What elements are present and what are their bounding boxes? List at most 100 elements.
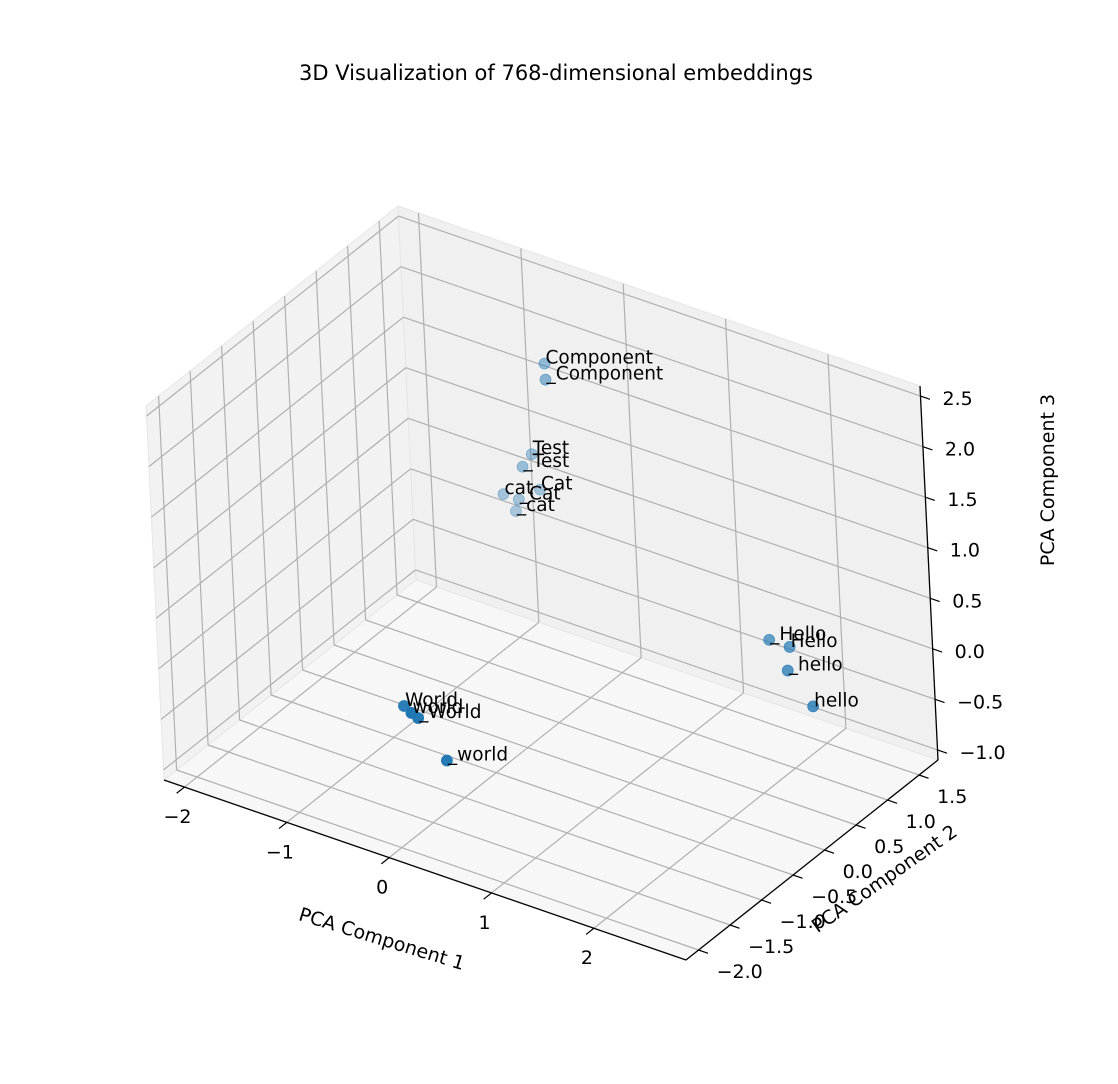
grid-z-side [148, 266, 402, 468]
grid-lines [146, 213, 938, 951]
z-axis-label: PCA Component 3 [1037, 394, 1059, 566]
data-point [512, 493, 525, 506]
point-label: cat [504, 478, 533, 499]
grid-x-floor [184, 586, 437, 788]
point-label: hello [814, 690, 859, 711]
data-points [398, 357, 820, 767]
y-tick [855, 824, 866, 829]
grid-x-floor [593, 727, 847, 929]
grid-z-side [150, 316, 404, 518]
grid-y-wall [158, 395, 178, 771]
y-tick-label: −0.5 [811, 886, 857, 908]
y-tick [918, 774, 929, 779]
grid-x-floor [388, 657, 642, 859]
axes-panes [145, 205, 940, 961]
y-tick-label: −1.5 [748, 936, 794, 958]
data-point [807, 700, 820, 713]
x-tick [483, 892, 492, 900]
y-tick-label: 1.0 [906, 811, 936, 833]
z-tick [934, 698, 945, 704]
z-tick [925, 496, 936, 502]
x-tick-label: 2 [581, 947, 593, 969]
grid-x-wall [724, 318, 745, 693]
grid-z-side [155, 417, 409, 619]
point-label: _Test [523, 451, 570, 472]
z-tick [920, 395, 931, 400]
x-tick [380, 857, 390, 865]
point-label: _Hello [769, 624, 826, 645]
y-tick-label: −1.0 [780, 911, 826, 933]
point-label: world [412, 697, 463, 718]
x-tick [585, 927, 595, 935]
data-point [525, 448, 538, 461]
grid-z-back [403, 316, 926, 498]
x-tick-label: −1 [266, 841, 294, 863]
y-tick-label: 0.0 [843, 861, 873, 883]
grid-x-wall [520, 248, 540, 623]
data-point [539, 373, 552, 386]
point-label: World [405, 690, 458, 711]
z-tick-label: 0.5 [952, 590, 982, 612]
grid-z-back [412, 518, 936, 700]
z-tick [922, 446, 933, 451]
point-label: Hello [791, 631, 838, 652]
z-axis-line [919, 385, 939, 761]
point-label: Component [546, 348, 653, 369]
data-point [398, 700, 410, 712]
grid-y-floor [365, 619, 888, 801]
data-point [538, 357, 551, 370]
z-tick [932, 648, 943, 653]
data-point [516, 460, 529, 473]
z-tick-label: −0.5 [957, 691, 1003, 713]
grid-y-floor [333, 644, 857, 826]
grid-y-wall [378, 220, 398, 596]
z-tick-label: 2.0 [945, 439, 975, 461]
y-tick-label: −2.0 [717, 961, 763, 983]
grid-x-wall [417, 213, 438, 588]
point-label: _world [447, 745, 508, 766]
y-tick [698, 949, 709, 954]
grid-z-side [163, 569, 416, 771]
point-labels: Component_Component Test_TestCatcat_Cat_c… [405, 348, 859, 766]
y-tick [729, 924, 740, 929]
grid-y-wall [189, 370, 209, 746]
z-tick-label: 1.0 [950, 540, 980, 562]
y-tick [761, 899, 772, 904]
point-label: _Cat [519, 483, 561, 504]
data-point [509, 505, 522, 518]
grid-x-floor [286, 621, 540, 823]
chart-title: 3D Visualization of 768-dimensional embe… [299, 61, 813, 85]
grid-x-wall [827, 354, 847, 729]
grid-z-back [410, 468, 933, 650]
z-tick [937, 749, 948, 754]
z-tick-label: 0.0 [955, 641, 985, 663]
data-point [440, 754, 453, 767]
x-tick-label: 0 [376, 877, 388, 899]
y-tick [824, 849, 835, 854]
point-label: Cat [541, 474, 573, 495]
y-tick [792, 874, 803, 879]
grid-z-side [158, 468, 412, 670]
point-label: _World [418, 702, 481, 723]
x-axis-label: PCA Component 1 [296, 904, 467, 975]
grid-y-floor [270, 694, 794, 876]
grid-z-back [400, 266, 924, 448]
x-tick-label: 1 [478, 912, 490, 934]
data-point [763, 633, 776, 646]
tick-marks: −2−1012−2.0−1.5−1.0−0.50.00.51.01.5−1.0−… [163, 388, 1005, 983]
point-label: Test [532, 438, 569, 459]
z-tick-label: 1.5 [947, 489, 977, 511]
z-tick-label: −1.0 [960, 742, 1006, 764]
grid-z-back [405, 367, 928, 549]
data-point [497, 488, 510, 501]
data-point [781, 664, 794, 677]
grid-z-back [408, 417, 931, 599]
y-tick-label: 0.5 [874, 836, 904, 858]
z-tick [927, 547, 938, 552]
grid-z-side [146, 215, 399, 417]
x-tick [278, 821, 288, 830]
grid-y-floor [176, 769, 699, 951]
point-label: _hello [788, 655, 843, 676]
grid-z-back [415, 569, 938, 751]
